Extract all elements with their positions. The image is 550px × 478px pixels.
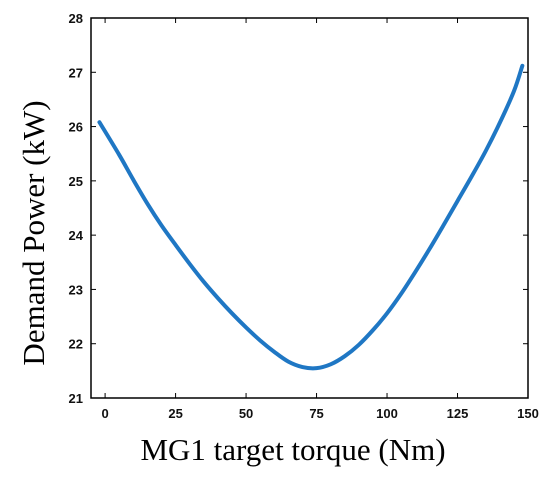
plot-area-frame bbox=[90, 17, 529, 399]
y-tick-label: 28 bbox=[69, 11, 83, 26]
series-line-0 bbox=[97, 63, 525, 371]
y-tick-label: 23 bbox=[69, 282, 83, 297]
x-tick-label: 125 bbox=[447, 406, 469, 421]
y-tick-label: 22 bbox=[69, 337, 83, 352]
x-axis-ticks: 0 25 50 75 100 125 150 bbox=[101, 18, 539, 421]
x-tick-label: 100 bbox=[376, 406, 398, 421]
y-tick-label: 25 bbox=[69, 174, 83, 189]
x-tick-label: 150 bbox=[517, 406, 539, 421]
x-axis-label: MG1 target torque (Nm) bbox=[140, 432, 445, 467]
x-tick-label: 25 bbox=[168, 406, 182, 421]
x-tick-label: 50 bbox=[239, 406, 253, 421]
x-tick-label: 75 bbox=[309, 406, 323, 421]
y-tick-label: 21 bbox=[69, 391, 83, 406]
y-axis-label: Demand Power (kW) bbox=[16, 100, 51, 365]
x-tick-label: 0 bbox=[101, 406, 108, 421]
series-layer bbox=[97, 63, 525, 371]
y-tick-label: 27 bbox=[69, 65, 83, 80]
y-tick-label: 26 bbox=[69, 120, 83, 135]
y-axis-ticks: 21 22 23 24 25 26 27 28 bbox=[69, 11, 528, 406]
y-tick-label: 24 bbox=[69, 228, 84, 243]
